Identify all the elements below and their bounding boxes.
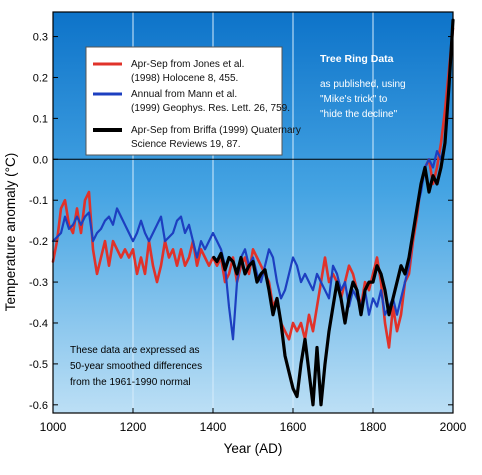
- x-tick-label-3: 1600: [280, 420, 307, 434]
- x-tick-label-2: 1400: [200, 420, 227, 434]
- legend-label-mann-line1: Annual from Mann et al.: [131, 89, 237, 100]
- x-tick-label-0: 1000: [40, 420, 67, 434]
- legend: Apr-Sep from Jones et al. (1998) Holocen…: [85, 46, 301, 156]
- series-layer: [51, 18, 455, 407]
- smoothing-note: These data are expressed as 50-year smoo…: [70, 345, 202, 388]
- x-tick-label-1: 1200: [120, 420, 147, 434]
- y-axis-label: Temperature anomaly (°C): [3, 153, 18, 311]
- note-line-3: from the 1961-1990 normal: [70, 377, 191, 388]
- y-tick-label-2: 0.1: [33, 113, 48, 125]
- x-tick-label-5: 2000: [440, 420, 467, 434]
- axes-layer: 1000 1200 1400 1600 1800 2000 0.3 0.2 0.1 0.0 -0.1…: [29, 32, 467, 434]
- legend-label-jones-line2: (1998) Holocene 8, 455.: [131, 73, 238, 84]
- plot-frame: [52, 11, 454, 414]
- legend-label-jones-line1: Apr-Sep from Jones et al.: [131, 59, 244, 70]
- annotation-title: Tree Ring Data: [320, 53, 394, 65]
- legend-label-briffa-line1: Apr-Sep from Briffa (1999) Quaternary: [131, 125, 301, 136]
- y-tick-label-7: -0.4: [29, 318, 48, 330]
- y-tick-label-1: 0.2: [33, 72, 48, 84]
- annotation-line-2: "Mike's trick" to: [320, 94, 388, 105]
- annotation-line-3: "hide the decline": [320, 109, 398, 120]
- note-line-2: 50-year smoothed differences: [70, 361, 202, 372]
- y-tick-label-9: -0.6: [29, 400, 48, 412]
- y-tick-label-6: -0.3: [29, 277, 48, 289]
- x-tick-label-4: 1800: [360, 420, 387, 434]
- legend-label-mann-line2: (1999) Geophys. Res. Lett. 26, 759.: [131, 103, 290, 114]
- x-axis-label: Year (AD): [224, 441, 283, 456]
- y-tick-label-8: -0.5: [29, 359, 48, 371]
- tree-ring-annotation: Tree Ring Data as published, using "Mike…: [320, 53, 406, 120]
- y-tick-label-0: 0.3: [33, 32, 48, 44]
- y-tick-label-4: -0.1: [29, 195, 48, 207]
- note-line-1: These data are expressed as: [70, 345, 200, 356]
- y-tick-label-5: -0.2: [29, 236, 48, 248]
- series-line-briffa: [212, 18, 455, 407]
- legend-label-briffa-line2: Science Reviews 19, 87.: [131, 139, 241, 150]
- annotation-line-1: as published, using: [320, 79, 406, 90]
- series-line-jones: [51, 27, 455, 349]
- y-tick-label-3: 0.0: [33, 154, 48, 166]
